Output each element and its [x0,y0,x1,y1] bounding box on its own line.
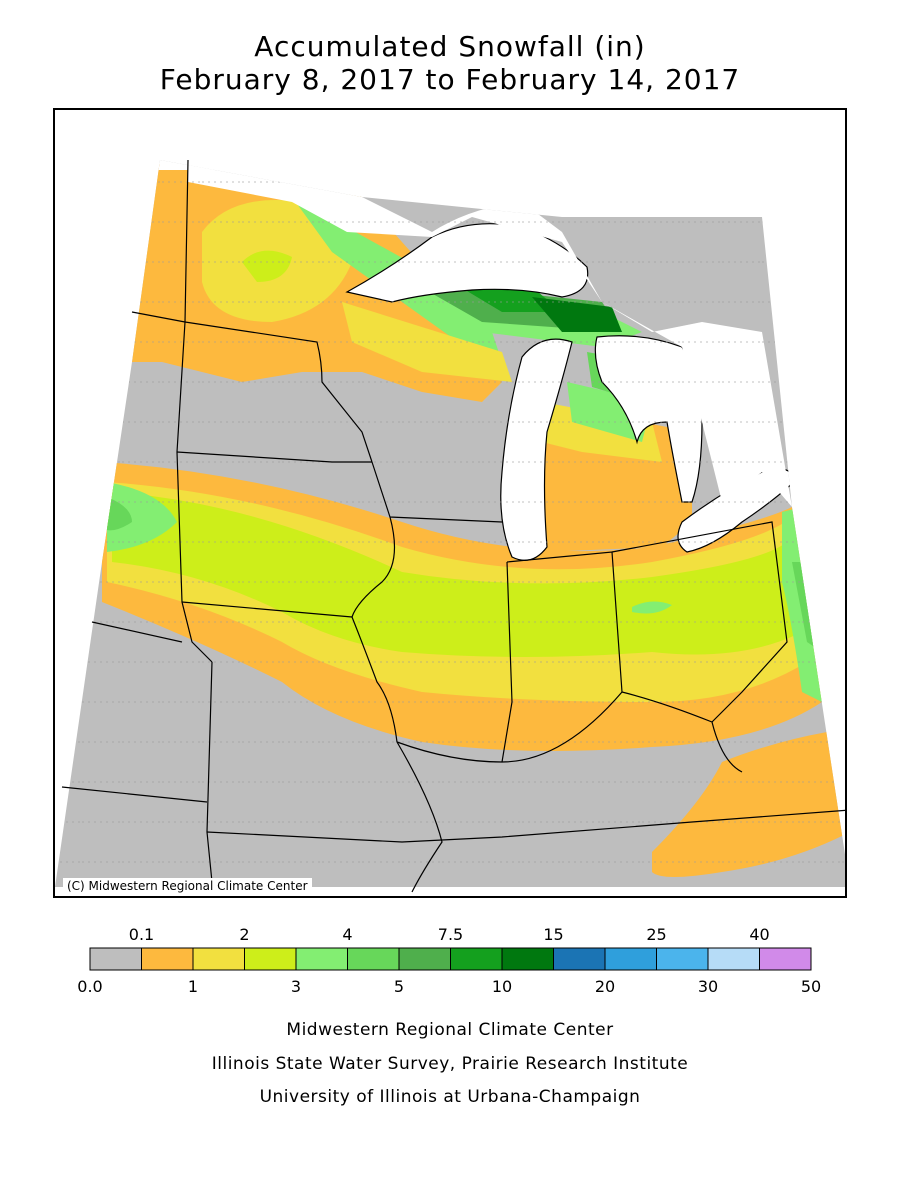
legend-swatch [244,947,297,971]
legend-swatch [347,947,400,971]
chart-title: Accumulated Snowfall (in) [254,30,646,63]
legend-bottom-label: 10 [492,977,512,996]
legend-bottom-label: 20 [595,977,615,996]
legend-top-label: 4 [342,925,352,944]
legend-top-label: 7.5 [438,925,463,944]
legend-top-label: 0.1 [129,925,154,944]
legend-swatch [553,947,606,971]
legend-swatch [89,947,142,971]
legend-top-label: 2 [239,925,249,944]
legend-bottom-label: 1 [188,977,198,996]
map-copyright: (C) Midwestern Regional Climate Center [63,878,312,894]
legend-top-label: 15 [543,925,563,944]
legend-swatch [141,947,194,971]
legend-bottom-label: 0.0 [77,977,102,996]
legend-swatch [295,947,348,971]
legend-swatch [604,947,657,971]
snowfall-map: (C) Midwestern Regional Climate Center [53,108,847,898]
legend-top-label: 40 [749,925,769,944]
legend-top-label: 25 [646,925,666,944]
footer-university: University of Illinois at Urbana-Champai… [259,1087,641,1107]
legend-swatch [398,947,451,971]
footer-org: Midwestern Regional Climate Center [286,1020,614,1040]
color-legend: 0.1 2 4 7.5 15 25 40 0.0 1 3 5 10 20 30 50 [77,925,821,996]
legend-bottom-label: 50 [801,977,821,996]
state-boundaries [61,159,845,893]
legend-swatch [759,947,812,971]
legend-swatch [450,947,503,971]
legend-bottom-label: 5 [394,977,404,996]
legend-bottom-label: 3 [291,977,301,996]
legend-boxes [89,947,812,971]
legend-swatch [192,947,245,971]
legend-swatch [501,947,554,971]
footer-survey: Illinois State Water Survey, Prairie Res… [211,1054,689,1074]
legend-bottom-labels: 0.0 1 3 5 10 20 30 50 [77,977,821,996]
map-canvas [55,159,845,893]
legend-bottom-label: 30 [698,977,718,996]
chart-subtitle: February 8, 2017 to February 14, 2017 [159,63,741,96]
legend-swatch [707,947,760,971]
legend-top-labels: 0.1 2 4 7.5 15 25 40 [129,925,770,944]
legend-swatch [656,947,709,971]
